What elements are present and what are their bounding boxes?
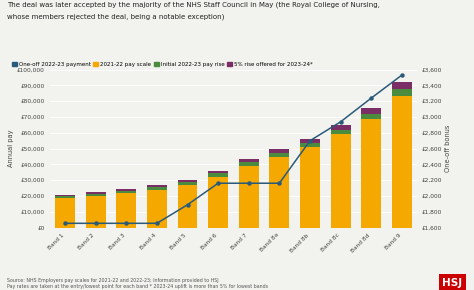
Bar <box>361 114 381 119</box>
Bar <box>208 171 228 173</box>
Bar <box>392 82 412 89</box>
Bar <box>331 125 351 130</box>
Text: whose members rejected the deal, being a notable exception): whose members rejected the deal, being a… <box>7 13 225 19</box>
Bar <box>178 180 198 182</box>
Bar <box>331 135 351 228</box>
Bar <box>116 191 136 193</box>
Bar <box>392 89 412 96</box>
Bar <box>361 108 381 114</box>
Y-axis label: One-off bonus: One-off bonus <box>445 125 451 172</box>
Text: Source: NHS Employers pay scales for 2021-22 and 2022-23; Information provided t: Source: NHS Employers pay scales for 202… <box>7 278 268 289</box>
Bar <box>55 195 75 196</box>
Bar <box>86 194 106 196</box>
Bar <box>147 187 167 190</box>
Bar <box>269 149 289 153</box>
Bar <box>239 159 259 162</box>
Bar <box>239 166 259 228</box>
Bar <box>178 182 198 185</box>
Bar <box>300 147 320 228</box>
Bar <box>208 173 228 177</box>
Bar <box>300 143 320 147</box>
Text: HSJ: HSJ <box>442 278 462 288</box>
Bar <box>208 177 228 228</box>
Bar <box>55 198 75 228</box>
Legend: One-off 2022-23 payment, 2021-22 pay scale, Initial 2022-23 pay rise, 5% rise of: One-off 2022-23 payment, 2021-22 pay sca… <box>10 59 315 69</box>
Bar <box>55 196 75 198</box>
Bar <box>147 185 167 187</box>
Bar <box>116 193 136 228</box>
Bar <box>269 153 289 157</box>
Bar <box>361 119 381 228</box>
Bar <box>86 196 106 228</box>
Bar <box>147 190 167 228</box>
Bar <box>178 185 198 228</box>
Bar <box>269 157 289 228</box>
Y-axis label: Annual pay: Annual pay <box>8 130 14 167</box>
Bar <box>86 192 106 194</box>
Bar <box>331 130 351 135</box>
Bar <box>392 96 412 228</box>
Bar <box>116 189 136 191</box>
Bar <box>300 139 320 143</box>
Bar <box>239 162 259 166</box>
Text: The deal was later accepted by the majority of the NHS Staff Council in May (the: The deal was later accepted by the major… <box>7 1 380 8</box>
